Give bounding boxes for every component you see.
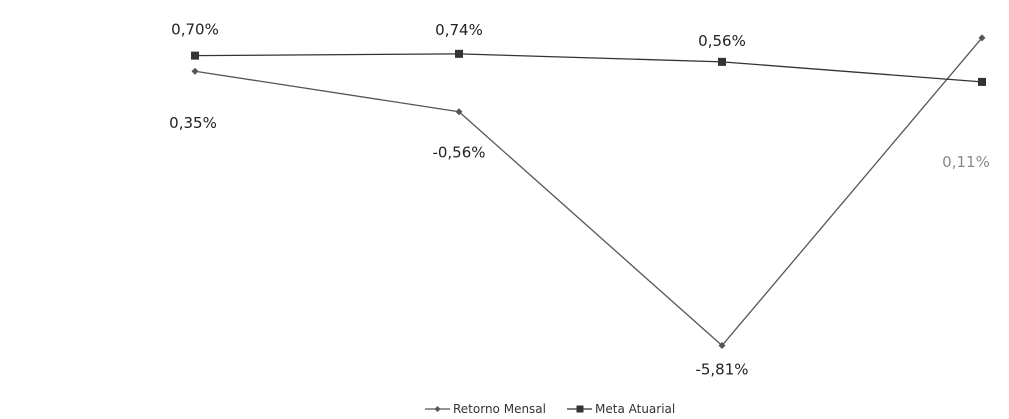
legend-label-retorno-mensal: Retorno Mensal xyxy=(453,402,546,416)
series-retorno-mensal-segment-2 xyxy=(458,111,723,347)
legend: Retorno Mensal Meta Atuarial xyxy=(425,402,675,416)
series-retorno-mensal-segment-1 xyxy=(194,70,460,113)
data-label-meta-atuarial-4: 0,11% xyxy=(942,153,990,171)
series-meta-atuarial-point-3 xyxy=(718,57,726,66)
data-label-meta-atuarial-3: 0,56% xyxy=(698,32,746,50)
legend-item-meta-atuarial: Meta Atuarial xyxy=(567,402,675,416)
series-meta-atuarial-point-4 xyxy=(978,77,986,86)
series-meta-atuarial-point-1 xyxy=(191,51,199,60)
legend-marker-square-icon xyxy=(576,405,584,413)
series-meta-atuarial-segment-2 xyxy=(458,53,723,63)
legend-marker-diamond-icon xyxy=(434,406,441,412)
plot-area xyxy=(191,34,986,350)
data-label-meta-atuarial-1: 0,70% xyxy=(171,21,219,39)
series-meta-atuarial-point-2 xyxy=(455,49,463,58)
series-retorno-mensal-point-4 xyxy=(978,34,986,42)
series-retorno-mensal-point-3 xyxy=(718,342,726,350)
series-retorno-mensal-point-2 xyxy=(455,108,463,116)
data-label-retorno-mensal-2: -0,56% xyxy=(432,144,485,162)
data-label-retorno-mensal-1: 0,35% xyxy=(169,114,217,132)
legend-label-meta-atuarial: Meta Atuarial xyxy=(595,402,675,416)
data-label-retorno-mensal-3: -5,81% xyxy=(695,361,748,379)
legend-item-retorno-mensal: Retorno Mensal xyxy=(425,402,546,416)
series-meta-atuarial-segment-1 xyxy=(194,53,460,57)
data-labels: 0,35%-0,56%-5,81%1,10%0,70%0,74%0,56%0,1… xyxy=(169,21,990,379)
series-retorno-mensal-segment-3 xyxy=(721,37,983,346)
series-retorno-mensal-point-1 xyxy=(191,67,199,75)
series-meta-atuarial-segment-3 xyxy=(721,61,983,83)
data-label-meta-atuarial-2: 0,74% xyxy=(435,21,483,39)
